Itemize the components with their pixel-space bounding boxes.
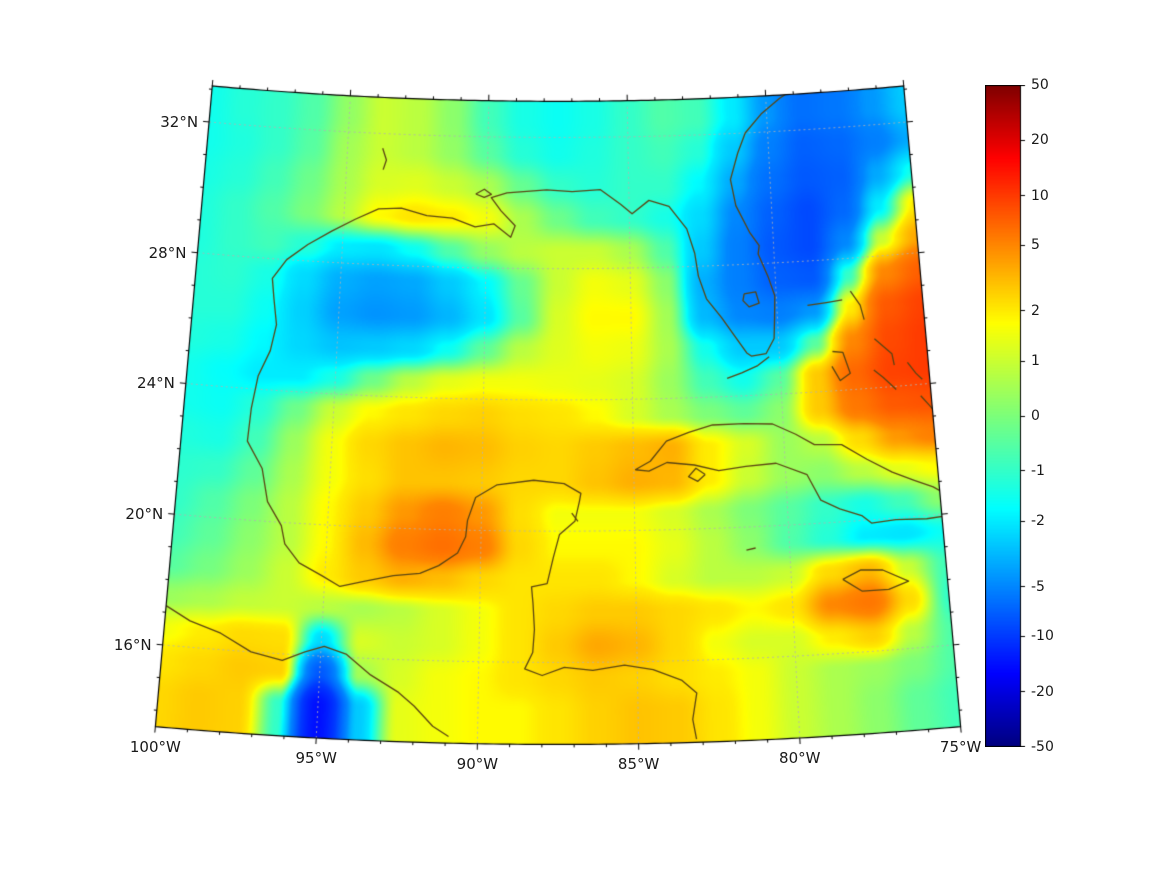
colorbar-tick-label: -1 — [1031, 462, 1045, 479]
x-tick-label-90w: 90°W — [456, 754, 499, 773]
colorbar-tick-label: 2 — [1031, 302, 1040, 319]
x-tick-label-85w: 85°W — [617, 754, 660, 773]
colorbar-tick-label: -20 — [1031, 684, 1054, 701]
x-tick-label-100w: 100°W — [129, 737, 181, 756]
colorbar-tick-label: 0 — [1031, 408, 1040, 424]
colorbar-tick-label: -50 — [1031, 739, 1054, 755]
y-tick-label-28n: 28°N — [148, 243, 187, 262]
y-tick-label-16n: 16°N — [113, 635, 152, 654]
x-tick-label-95w: 95°W — [295, 749, 337, 767]
colorbar — [985, 85, 1029, 747]
colorbar-tick-label: 1 — [1031, 353, 1040, 370]
colorbar-tick-label: 10 — [1031, 187, 1049, 204]
colorbar-tick-label: 5 — [1031, 237, 1040, 254]
colorbar-tick-label: -5 — [1031, 578, 1045, 595]
colorbar-tick-label: 20 — [1031, 131, 1049, 148]
x-tick-label-80w: 80°W — [779, 749, 821, 767]
colorbar-tick-label: -10 — [1031, 628, 1054, 645]
colorbar-tick-label: 50 — [1031, 77, 1049, 93]
colorbar-tick-label: -2 — [1031, 513, 1045, 530]
y-tick-label-32n: 32°N — [160, 112, 199, 131]
y-tick-label-20n: 20°N — [125, 505, 164, 524]
y-tick-label-24n: 24°N — [137, 374, 175, 393]
x-tick-label-75w: 75°W — [939, 737, 982, 756]
